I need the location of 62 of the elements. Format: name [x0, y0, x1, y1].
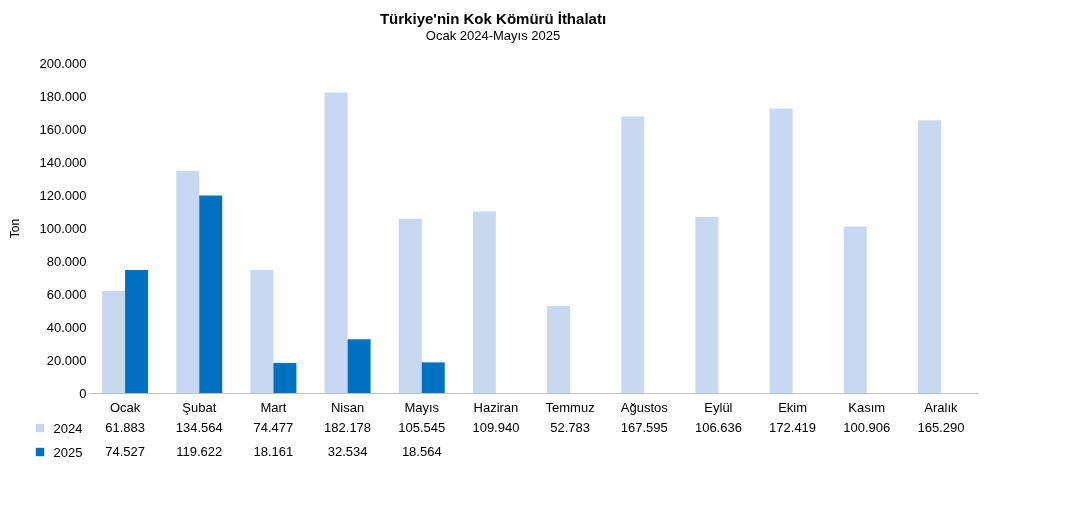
chart-subtitle: Ocak 2024-Mayıs 2025	[425, 28, 561, 43]
data-label: 18.564	[401, 444, 442, 459]
y-axis-title: Ton	[7, 218, 22, 239]
x-tick-label: Haziran	[473, 399, 519, 415]
bar	[250, 270, 274, 393]
bar	[843, 226, 867, 393]
data-label: 32.534	[327, 444, 368, 459]
x-tick-label: Aralık	[924, 399, 959, 415]
y-tick-label: 20.000	[46, 352, 87, 368]
x-tick-label: Kasım	[848, 399, 886, 415]
bar	[695, 217, 719, 393]
y-tick-label: 80.000	[46, 253, 87, 269]
data-label: 119.622	[176, 444, 223, 459]
y-tick-label: 100.000	[39, 220, 87, 236]
data-label: 105.545	[398, 420, 446, 435]
data-label: 100.906	[843, 420, 891, 435]
bar	[472, 211, 496, 393]
x-tick-label: Mart	[260, 399, 287, 415]
y-tick-label: 40.000	[46, 319, 87, 335]
bar	[273, 363, 297, 393]
bar	[769, 108, 793, 393]
y-tick-label: 120.000	[39, 187, 87, 203]
data-label: 74.477	[253, 420, 294, 435]
y-tick-label: 180.000	[39, 88, 87, 104]
x-tick-label: Mayıs	[404, 399, 440, 415]
data-label: 134.564	[175, 420, 223, 435]
data-label: 61.883	[105, 420, 145, 435]
bar	[324, 92, 348, 393]
bar	[621, 116, 645, 393]
data-label: 74.527	[105, 444, 145, 459]
x-tick-label: Nisan	[330, 399, 365, 415]
data-label: 109.940	[472, 420, 520, 435]
bar	[547, 305, 571, 393]
x-tick-label: Temmuz	[545, 399, 595, 415]
data-label: 182.178	[324, 420, 372, 435]
x-tick-label: Ocak	[109, 399, 141, 415]
data-label: 165.290	[917, 420, 965, 435]
data-label: 172.419	[769, 420, 817, 435]
x-tick-label: Şubat	[182, 399, 217, 415]
bar	[917, 120, 941, 393]
y-tick-label: 200.000	[39, 55, 87, 71]
bar	[421, 362, 445, 393]
y-tick-label: 160.000	[39, 121, 87, 137]
x-tick-label: Ağustos	[620, 399, 669, 415]
bar	[125, 270, 149, 393]
bar	[176, 170, 200, 393]
bar	[102, 290, 126, 393]
data-label: 52.783	[550, 420, 590, 435]
data-label: 106.636	[694, 420, 742, 435]
x-tick-label: Ekim	[778, 399, 808, 415]
bar	[347, 339, 371, 393]
legend-label: 2024	[53, 420, 83, 436]
data-label: 18.161	[253, 444, 294, 459]
bar	[398, 218, 422, 393]
y-tick-label: 0	[79, 385, 87, 401]
y-tick-label: 60.000	[46, 286, 87, 302]
chart-title: Türkiye'nin Kok Kömürü İthalatı	[379, 10, 607, 27]
data-label: 167.595	[620, 420, 668, 435]
bar	[199, 195, 223, 393]
legend-label: 2025	[53, 444, 83, 460]
x-tick-label: Eylül	[704, 399, 733, 415]
y-tick-label: 140.000	[39, 154, 87, 170]
